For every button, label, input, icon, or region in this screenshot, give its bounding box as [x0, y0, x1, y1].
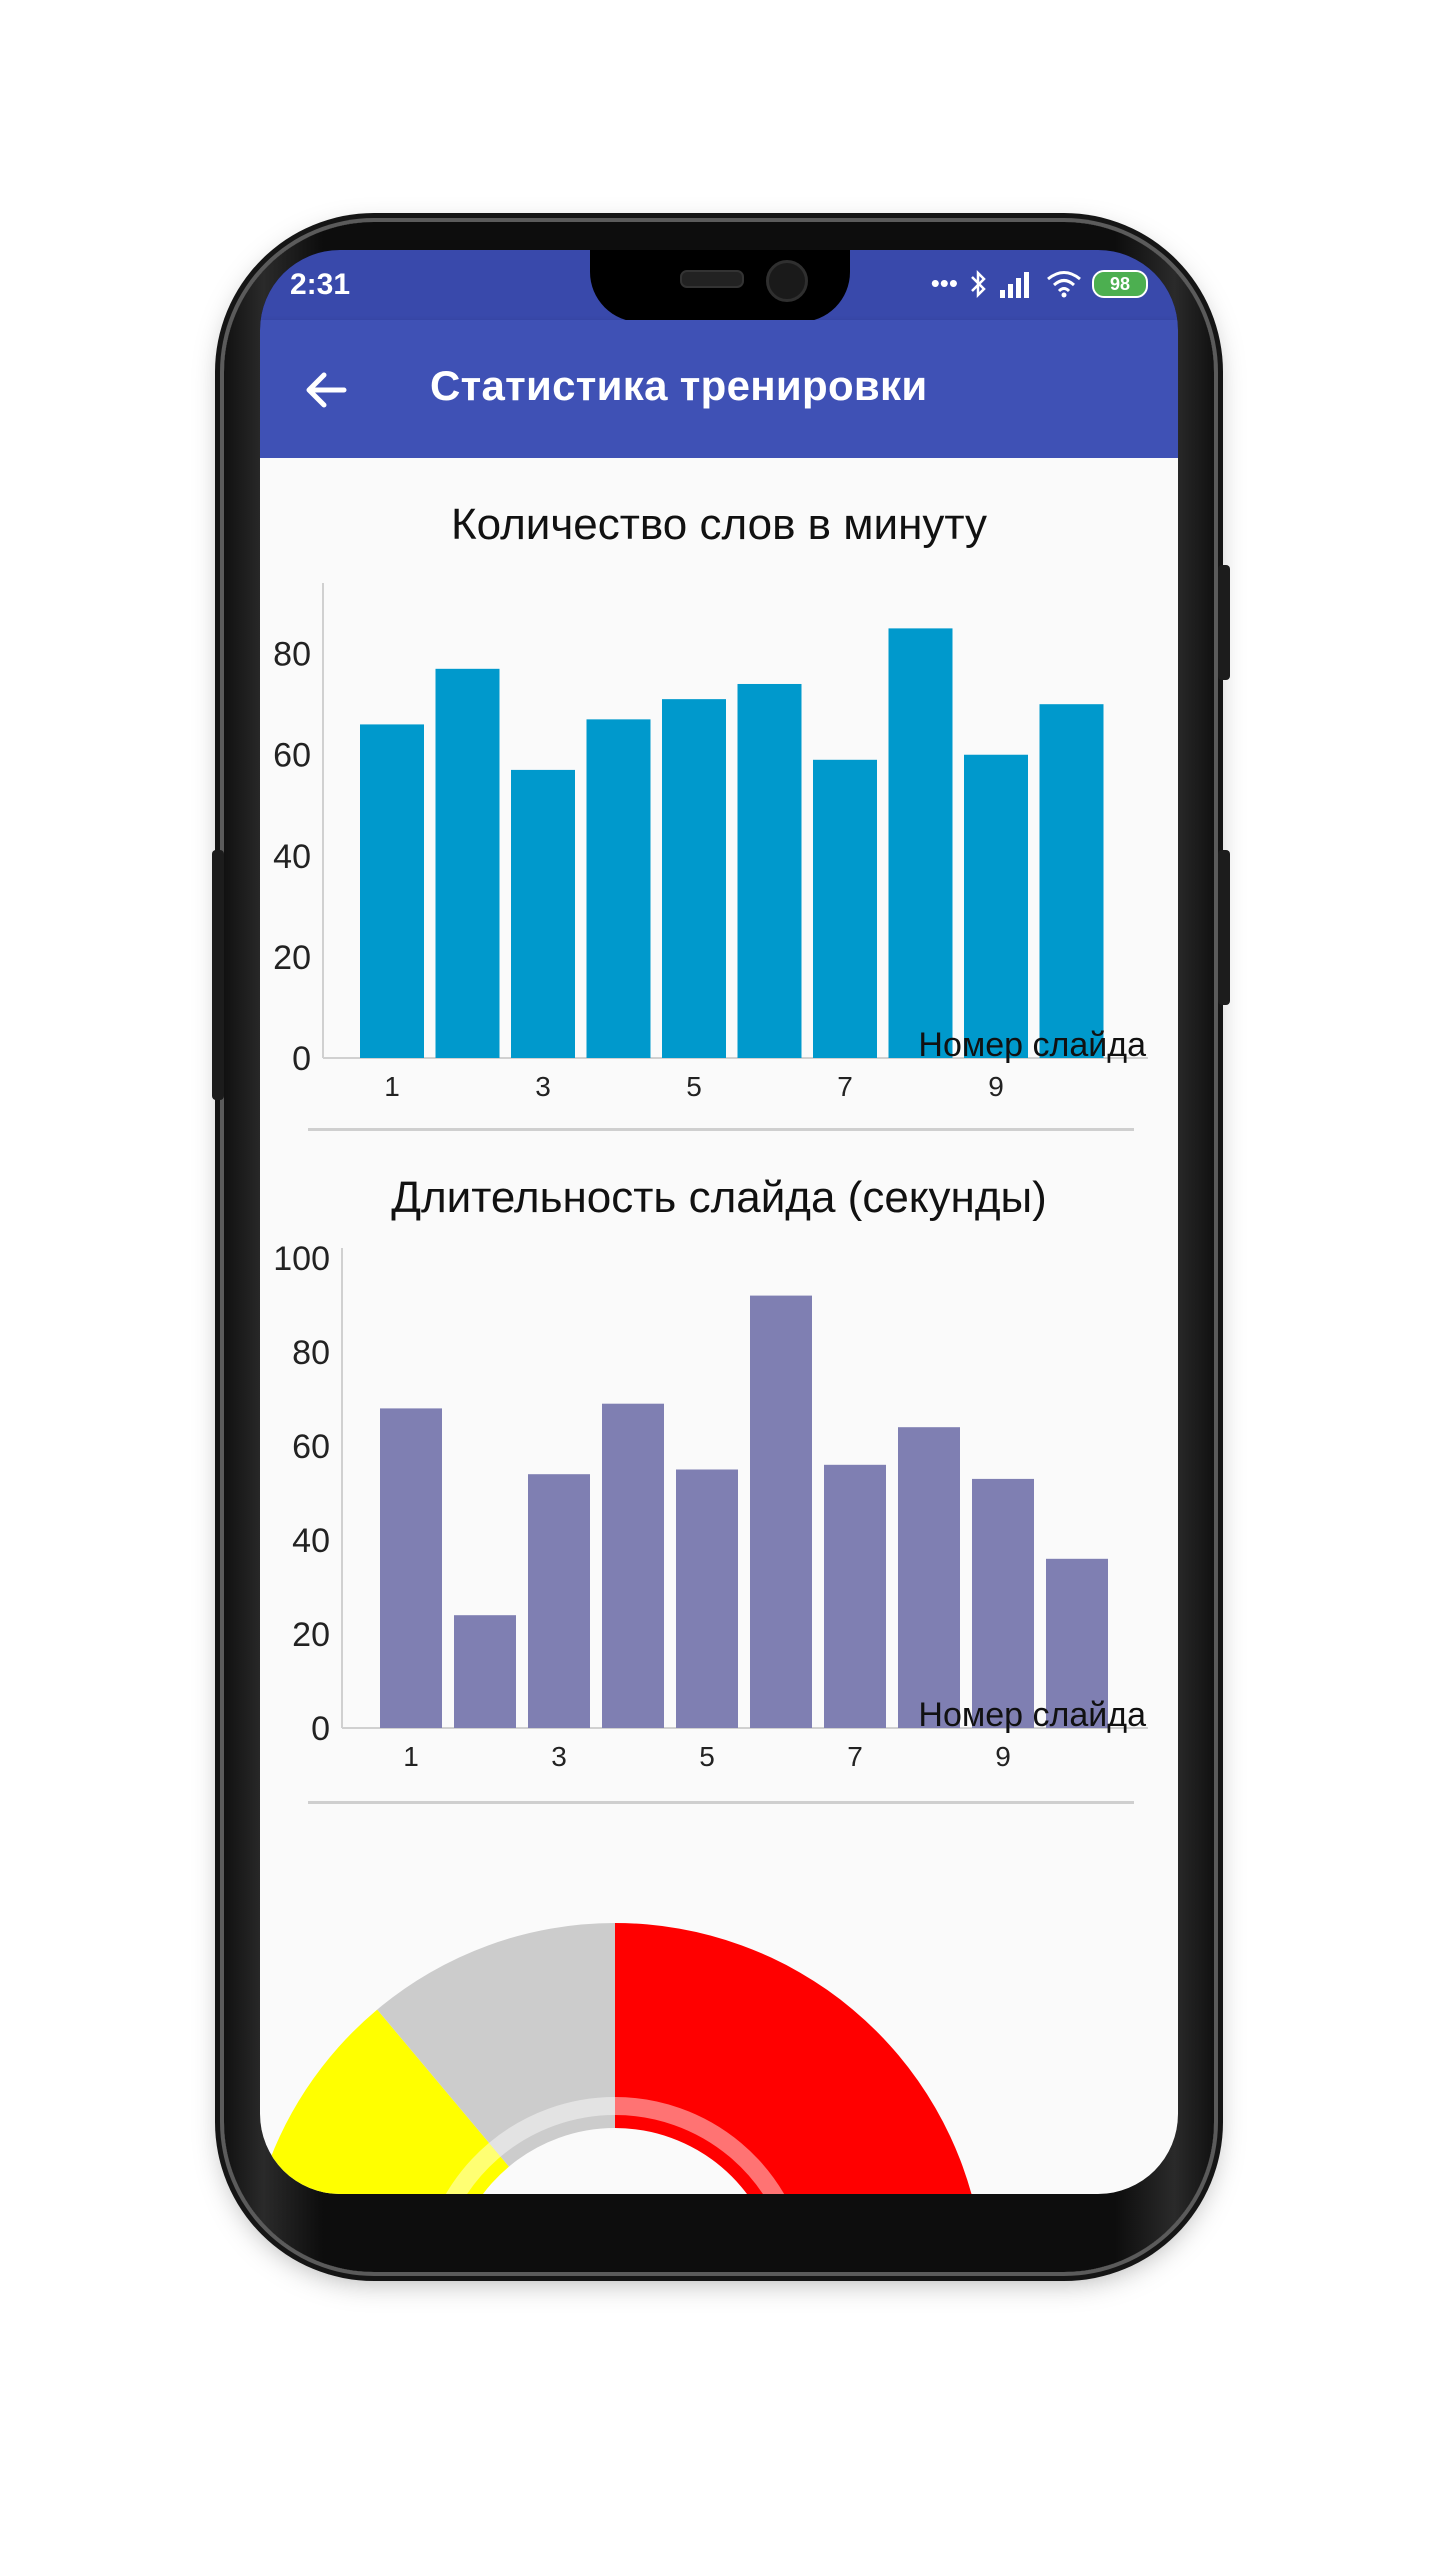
x-tick-label: 9: [995, 1741, 1011, 1772]
x-axis-label: Номер слайда: [918, 1696, 1146, 1734]
bar-6: [750, 1295, 812, 1728]
y-tick-label: 100: [273, 1240, 330, 1278]
bar-10: [1046, 1558, 1108, 1728]
bar-4: [586, 719, 651, 1058]
power-button: [1218, 850, 1230, 1005]
app-toolbar: Статистика тренировки: [260, 320, 1178, 458]
pie-slice: [260, 2009, 509, 2194]
phone-screen: 2:31 ••• 98: [260, 250, 1178, 2194]
x-tick-label: 5: [686, 1071, 702, 1102]
y-tick-label: 60: [292, 1428, 330, 1466]
status-icons: ••• 98: [931, 268, 1148, 299]
bar-10: [1039, 704, 1104, 1058]
statistics-content: Количество слов в минуту 0 20 40 60 80 1 3 5 7 9 Н…: [260, 458, 1178, 2194]
divider: [308, 1801, 1134, 1804]
pie-slice: [615, 1923, 972, 2194]
pie-slice-highlight: [614, 2097, 785, 2194]
bar-6: [737, 683, 802, 1058]
bar-3: [528, 1474, 590, 1728]
pie-slice-highlight: [445, 2142, 501, 2194]
x-tick-label: 9: [988, 1071, 1004, 1102]
slide-duration-chart: 0 20 40 60 80 100 1 3 5 7 9 Номер слайда: [273, 1240, 1148, 1772]
y-tick-label: 80: [273, 636, 311, 674]
x-tick-label: 1: [384, 1071, 400, 1102]
chart1-title: Количество слов в минуту: [450, 500, 988, 549]
divider: [308, 1128, 1134, 1131]
chart2-title: Длительность слайда (секунды): [391, 1173, 1047, 1222]
pie-slice: [377, 1923, 615, 2167]
y-tick-label: 20: [292, 1616, 330, 1654]
bar-7: [824, 1464, 886, 1728]
y-tick-label: 0: [311, 1710, 330, 1748]
arrow-left-icon[interactable]: [296, 360, 356, 420]
y-tick-label: 20: [273, 939, 311, 977]
y-tick-label: 0: [292, 1040, 311, 1078]
x-axis-label: Номер слайда: [918, 1026, 1146, 1064]
words-per-minute-chart: 0 20 40 60 80 1 3 5 7 9 Номер слайда: [273, 583, 1148, 1102]
bar-8: [898, 1427, 960, 1728]
bar-9: [972, 1478, 1034, 1728]
battery-icon: 98: [1092, 269, 1148, 298]
bar-1: [360, 724, 424, 1058]
page-title: Статистика тренировки: [430, 362, 928, 409]
bar-7: [813, 759, 877, 1058]
bar-9: [964, 754, 1028, 1058]
alert-slider: [212, 850, 224, 1100]
bar-5: [676, 1469, 738, 1728]
bar-5: [662, 699, 726, 1058]
x-tick-label: 7: [837, 1071, 853, 1102]
earpiece-speaker: [680, 270, 744, 288]
x-tick-label: 7: [847, 1741, 863, 1772]
y-tick-label: 40: [292, 1522, 330, 1560]
status-bar: 2:31 ••• 98: [260, 250, 1178, 322]
x-tick-label: 3: [551, 1741, 567, 1772]
y-tick-label: 60: [273, 737, 311, 775]
wifi-icon: [1047, 270, 1081, 297]
x-tick-label: 3: [535, 1071, 551, 1102]
bluetooth-icon: [971, 269, 986, 298]
pie-slice-highlight: [489, 2097, 616, 2157]
camera-notch: [590, 250, 850, 322]
front-camera: [766, 260, 808, 302]
signal-icon: [1000, 271, 1029, 298]
x-tick-label: 1: [403, 1741, 419, 1772]
y-tick-label: 80: [292, 1334, 330, 1372]
y-tick-label: 40: [273, 838, 311, 876]
volume-button: [1218, 565, 1230, 680]
bar-1: [380, 1408, 442, 1728]
status-time: 2:31: [290, 268, 351, 301]
bar-4: [602, 1403, 664, 1728]
x-tick-label: 5: [699, 1741, 715, 1772]
more-dots-icon: •••: [930, 268, 958, 298]
bar-2: [454, 1615, 516, 1728]
bar-8: [888, 628, 953, 1058]
pie-chart: 1255: [260, 1923, 972, 2194]
bar-3: [511, 769, 575, 1058]
bar-2: [435, 668, 500, 1058]
